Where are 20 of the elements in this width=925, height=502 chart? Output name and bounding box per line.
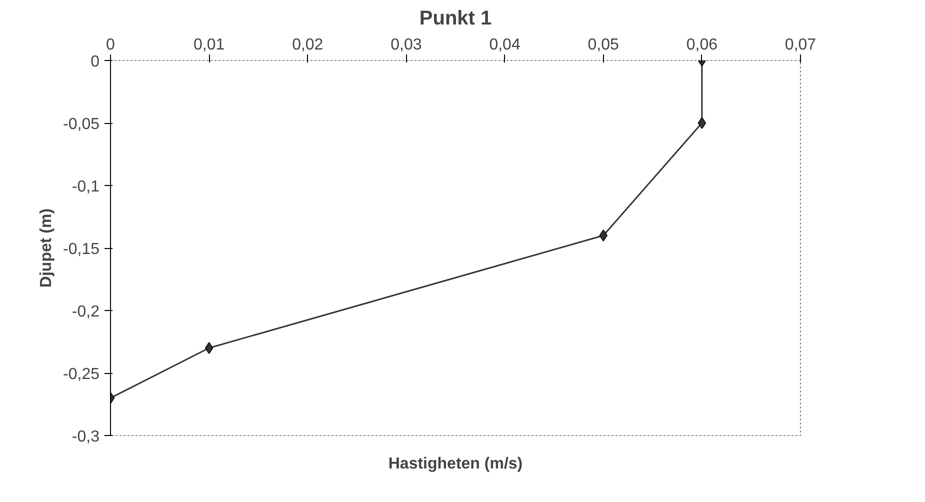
y-tick-label: -0,25 (63, 366, 100, 383)
point (599, 230, 608, 242)
x-tick-label: 0,07 (784, 36, 816, 54)
point (698, 117, 706, 129)
x-tick-label: 0,03 (390, 36, 422, 54)
x-tick-label: 0,02 (292, 36, 324, 54)
chart-title: Punkt 1 (419, 8, 492, 30)
x-tick-label: 0,01 (194, 36, 225, 54)
y-tick-label: -0,3 (72, 428, 100, 446)
x-axis-title: Hastigheten (m/s) (388, 456, 523, 472)
y-tick-label: -0,05 (63, 116, 100, 133)
y-tick-label: -0,15 (63, 241, 100, 258)
x-tick-label: 0,05 (588, 36, 620, 54)
x-tick-label: 0,04 (489, 36, 520, 54)
y-tick-label: -0,2 (72, 304, 100, 320)
y-tick-label: 0 (90, 54, 100, 70)
x-tick-label: 0,06 (686, 36, 718, 54)
x-tick-label: 0 (106, 36, 116, 54)
y-axis-title: Djupet (m) (38, 208, 56, 288)
y-tick-label: -0,1 (72, 178, 100, 196)
